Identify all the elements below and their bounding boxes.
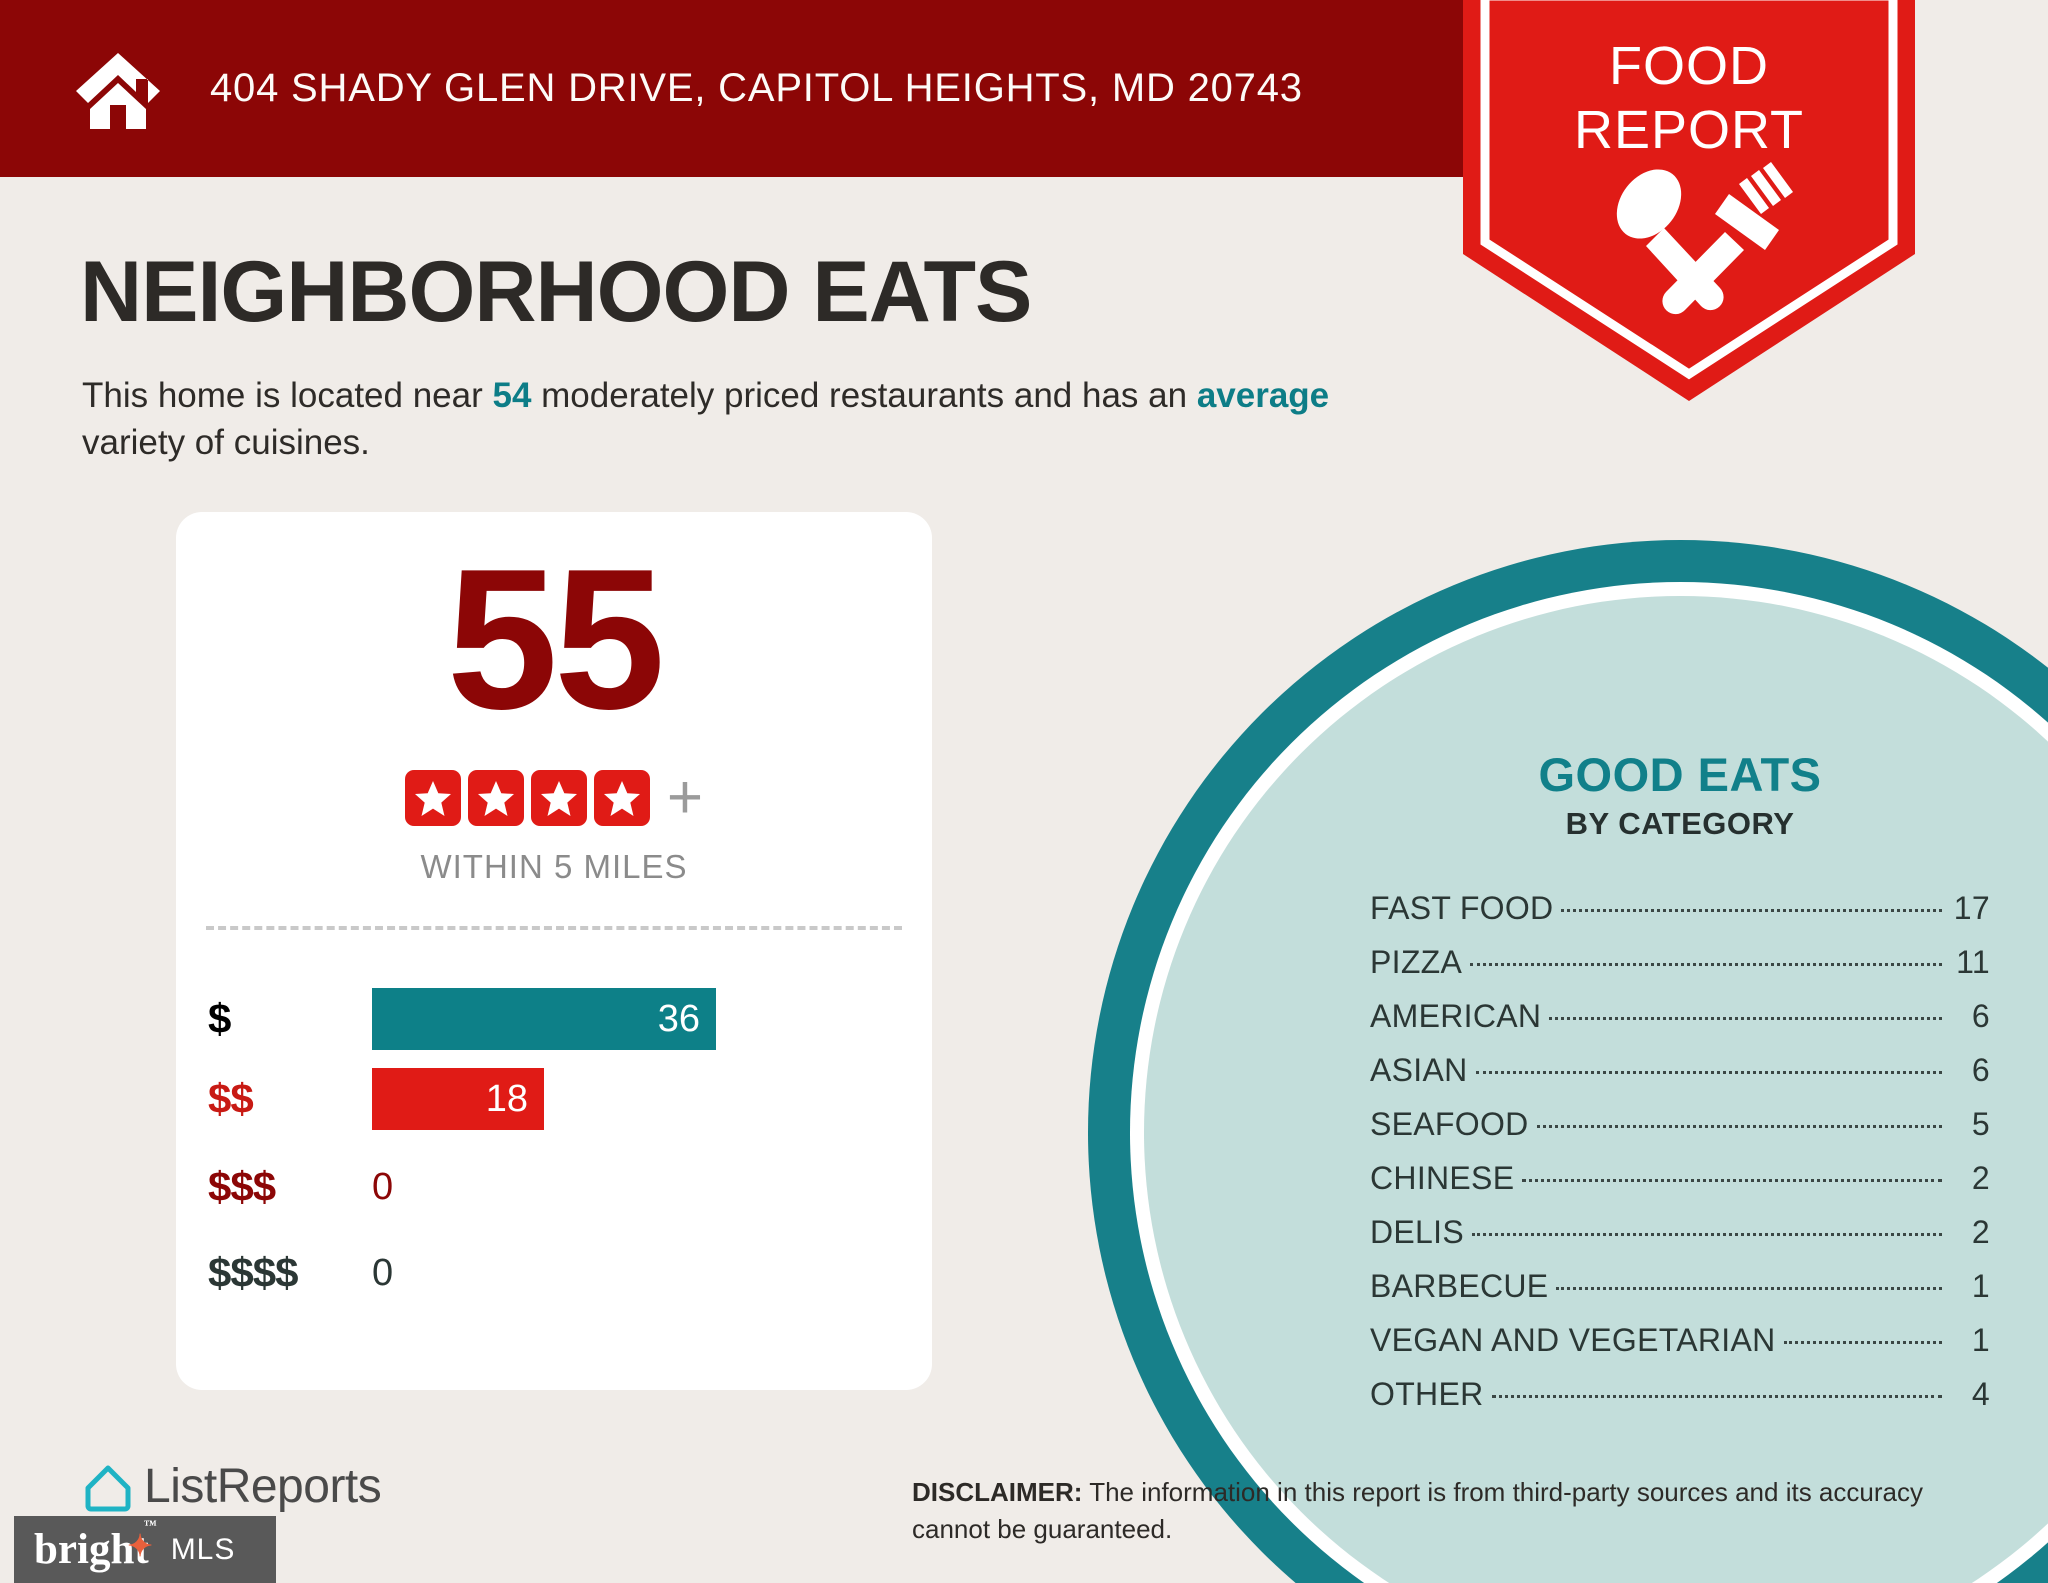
leader-dots bbox=[1561, 909, 1942, 912]
category-name: ASIAN bbox=[1370, 1052, 1468, 1088]
intro-part-1: This home is located near bbox=[82, 376, 493, 415]
good-eats-panel: GOOD EATS BY CATEGORY FAST FOOD 17 PIZZA… bbox=[1370, 748, 1990, 1430]
category-name: CHINESE bbox=[1370, 1160, 1515, 1196]
bright-brand-text: bright ✦ ™ bbox=[34, 1517, 157, 1574]
header-bar: 404 SHADY GLEN DRIVE, CAPITOL HEIGHTS, M… bbox=[0, 0, 1463, 177]
intro-part-2: moderately priced restaurants and has an bbox=[531, 376, 1197, 415]
category-count: 17 bbox=[1953, 890, 1990, 926]
star-plus-sign: + bbox=[666, 763, 704, 832]
intro-variety-level: average bbox=[1196, 376, 1330, 415]
category-name: FAST FOOD bbox=[1370, 890, 1554, 926]
category-count: 1 bbox=[1971, 1268, 1990, 1304]
leader-dots bbox=[1536, 1125, 1942, 1128]
price-row: $$$$ 0 bbox=[176, 1242, 932, 1304]
leader-dots bbox=[1522, 1179, 1942, 1182]
good-eats-title: GOOD EATS bbox=[1538, 748, 1822, 801]
leader-dots bbox=[1470, 963, 1942, 966]
trademark-icon: ™ bbox=[143, 1517, 157, 1532]
category-name: PIZZA bbox=[1370, 944, 1463, 980]
disclaimer: DISCLAIMER: The information in this repo… bbox=[912, 1474, 1992, 1548]
leader-dots bbox=[1556, 1287, 1942, 1290]
leader-dots bbox=[1491, 1395, 1942, 1398]
leader-dots bbox=[1471, 1233, 1942, 1236]
price-tier-label: $$ bbox=[208, 1075, 254, 1122]
good-eats-subtitle: BY CATEGORY bbox=[1565, 806, 1795, 841]
food-report-badge: FOOD REPORT bbox=[1463, 0, 1915, 401]
star-icon bbox=[404, 770, 461, 826]
list-item: ASIAN 6 bbox=[1370, 1052, 1990, 1106]
category-count: 4 bbox=[1971, 1376, 1990, 1412]
price-bar: 36 bbox=[372, 988, 716, 1050]
price-value: 0 bbox=[372, 1251, 394, 1294]
disclaimer-text: The information in this report is from t… bbox=[912, 1477, 1923, 1544]
listreports-logo: ListReports bbox=[80, 1458, 382, 1514]
house-outline-icon bbox=[85, 1465, 131, 1512]
header-address: 404 SHADY GLEN DRIVE, CAPITOL HEIGHTS, M… bbox=[210, 66, 1303, 110]
food-score: 55 bbox=[446, 528, 665, 751]
category-name: DELIS bbox=[1370, 1214, 1464, 1250]
leader-dots bbox=[1783, 1341, 1942, 1344]
listreports-logo-text: ListReports bbox=[144, 1459, 382, 1513]
category-count: 2 bbox=[1971, 1160, 1990, 1196]
page-title: NEIGHBORHOOD EATS bbox=[80, 244, 1032, 340]
category-count: 2 bbox=[1971, 1214, 1990, 1250]
home-icon bbox=[76, 52, 160, 129]
mint-circle bbox=[1144, 596, 2048, 1583]
category-count: 6 bbox=[1971, 998, 1990, 1034]
leader-dots bbox=[1549, 1017, 1942, 1020]
price-tier-label: $ bbox=[208, 995, 231, 1042]
list-item: BARBECUE 1 bbox=[1370, 1268, 1990, 1322]
spoon-fork-icon bbox=[1616, 162, 1793, 315]
score-card: 55 + WITHIN 5 MILES $ 36 bbox=[176, 512, 932, 1390]
category-name: VEGAN AND VEGETARIAN bbox=[1370, 1322, 1776, 1358]
price-tier-label: $$$ bbox=[208, 1163, 276, 1210]
star-icon bbox=[530, 770, 587, 826]
star-icon bbox=[467, 770, 524, 826]
category-name: AMERICAN bbox=[1370, 998, 1542, 1034]
price-bar: 18 bbox=[372, 1068, 544, 1130]
list-item: CHINESE 2 bbox=[1370, 1160, 1990, 1214]
price-tier-label: $$$$ bbox=[208, 1249, 298, 1296]
list-item: PIZZA 11 bbox=[1370, 944, 1990, 998]
leader-dots bbox=[1475, 1071, 1942, 1074]
category-name: OTHER bbox=[1370, 1376, 1484, 1412]
bright-mls-watermark: bright ✦ ™ MLS bbox=[14, 1516, 276, 1583]
category-count: 1 bbox=[1971, 1322, 1990, 1358]
list-item: VEGAN AND VEGETARIAN 1 bbox=[1370, 1322, 1990, 1376]
list-item: FAST FOOD 17 bbox=[1370, 890, 1990, 944]
price-row: $$ 18 bbox=[176, 1068, 932, 1130]
category-count: 6 bbox=[1971, 1052, 1990, 1088]
intro-restaurant-count: 54 bbox=[492, 376, 532, 415]
badge-shape bbox=[1463, 0, 1915, 401]
card-divider bbox=[206, 926, 902, 930]
mls-label: MLS bbox=[170, 1532, 236, 1566]
intro-part-3: variety of cuisines. bbox=[82, 423, 370, 462]
star-rating: + bbox=[176, 763, 932, 832]
list-item: SEAFOOD 5 bbox=[1370, 1106, 1990, 1160]
price-row: $ 36 bbox=[176, 988, 932, 1050]
category-list: FAST FOOD 17 PIZZA 11 AMERICAN 6 ASIAN 6… bbox=[1370, 890, 1990, 1430]
category-count: 11 bbox=[1956, 944, 1990, 980]
intro-paragraph: This home is located near 54 moderately … bbox=[82, 372, 1402, 466]
spark-icon: ✦ bbox=[127, 1530, 153, 1563]
category-name: SEAFOOD bbox=[1370, 1106, 1529, 1142]
category-count: 5 bbox=[1971, 1106, 1990, 1142]
bright-word-label: bright bbox=[34, 1526, 149, 1573]
list-item: AMERICAN 6 bbox=[1370, 998, 1990, 1052]
star-icon bbox=[593, 770, 650, 826]
list-item: OTHER 4 bbox=[1370, 1376, 1990, 1430]
within-miles-label: WITHIN 5 MILES bbox=[420, 848, 688, 885]
price-row: $$$ 0 bbox=[176, 1156, 932, 1218]
disclaimer-label: DISCLAIMER: bbox=[912, 1477, 1083, 1507]
price-value: 0 bbox=[372, 1165, 394, 1208]
list-item: DELIS 2 bbox=[1370, 1214, 1990, 1268]
category-name: BARBECUE bbox=[1370, 1268, 1549, 1304]
